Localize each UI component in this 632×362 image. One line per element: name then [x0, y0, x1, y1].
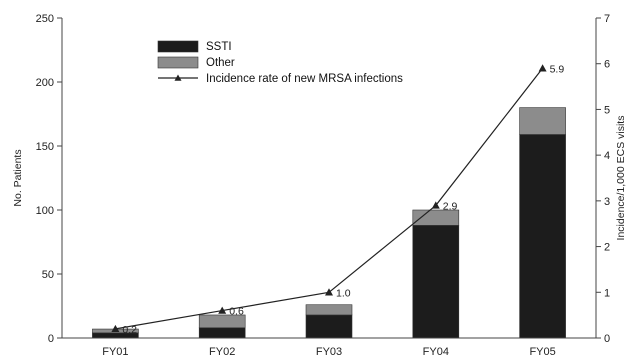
x-tick-label-fy01: FY01 [102, 346, 128, 358]
bar-ssti-fy05 [519, 134, 566, 339]
legend-swatch-other [157, 56, 199, 69]
legend-swatch-ssti [157, 40, 199, 53]
legend-label-other: Other [206, 57, 235, 69]
bar-other-fy03 [305, 304, 353, 316]
x-tick-label-fy02: FY02 [209, 346, 235, 358]
y-tick-left-label: 150 [36, 141, 54, 153]
y-tick-right-label: 5 [604, 104, 610, 116]
y-tick-left-label: 200 [36, 77, 54, 89]
y-axis-left-title: No. Patients [12, 149, 24, 206]
y-tick-left-label: 250 [36, 13, 54, 25]
incidence-rate-marker-fy01 [111, 324, 120, 333]
y-tick-right-label: 0 [604, 333, 610, 345]
bar-other-fy02 [198, 314, 246, 329]
legend-label-ssti: SSTI [206, 41, 232, 53]
x-tick-label-fy04: FY04 [423, 346, 449, 358]
y-axis-right-title: Incidence/1,000 ECS visits [615, 116, 627, 241]
bars-group [92, 107, 566, 339]
bar-ssti-fy02 [198, 327, 246, 339]
incidence-rate-label-fy01: 0.2 [122, 324, 137, 336]
y-tick-left-label: 100 [36, 205, 54, 217]
incidence-rate-label-fy05: 5.9 [550, 63, 565, 75]
y-tick-right-label: 3 [604, 196, 610, 208]
incidence-rate-marker-fy03 [325, 288, 333, 296]
y-tick-right-label: 7 [604, 13, 610, 25]
y-tick-right-label: 6 [604, 59, 610, 71]
x-tick-label-fy05: FY05 [529, 346, 555, 358]
y-tick-left-label: 50 [42, 269, 54, 281]
y-tick-right-label: 1 [604, 287, 610, 299]
incidence-rate-marker-fy05 [538, 64, 547, 72]
line-group: 0.2 0.6 1.0 2.9 5.9 [111, 63, 564, 336]
bar-other-fy05 [519, 107, 566, 135]
incidence-rate-label-fy04: 2.9 [443, 200, 458, 212]
bar-ssti-fy03 [305, 314, 353, 339]
legend-line-marker [174, 74, 182, 81]
incidence-rate-label-fy03: 1.0 [336, 287, 351, 299]
legend-label-incidence-rate: Incidence rate of new MRSA infections [206, 73, 403, 85]
axes-group: 0 50 100 150 200 250 0 1 2 3 4 5 6 7 FY01 FY02 FY03 FY04 F… [12, 13, 627, 358]
incidence-rate-marker-fy02 [218, 306, 227, 314]
bar-ssti-fy04 [412, 225, 460, 339]
y-tick-left-label: 0 [48, 333, 54, 345]
x-tick-label-fy03: FY03 [316, 346, 342, 358]
incidence-rate-label-fy02: 0.6 [229, 306, 244, 318]
bar-other-fy04 [412, 209, 460, 226]
legend: SSTI Other Incidence rate of new MRSA infe… [157, 40, 403, 85]
incidence-rate-marker-fy04 [431, 201, 440, 209]
y-tick-right-label: 2 [604, 242, 610, 254]
y-tick-right-label: 4 [604, 150, 610, 162]
